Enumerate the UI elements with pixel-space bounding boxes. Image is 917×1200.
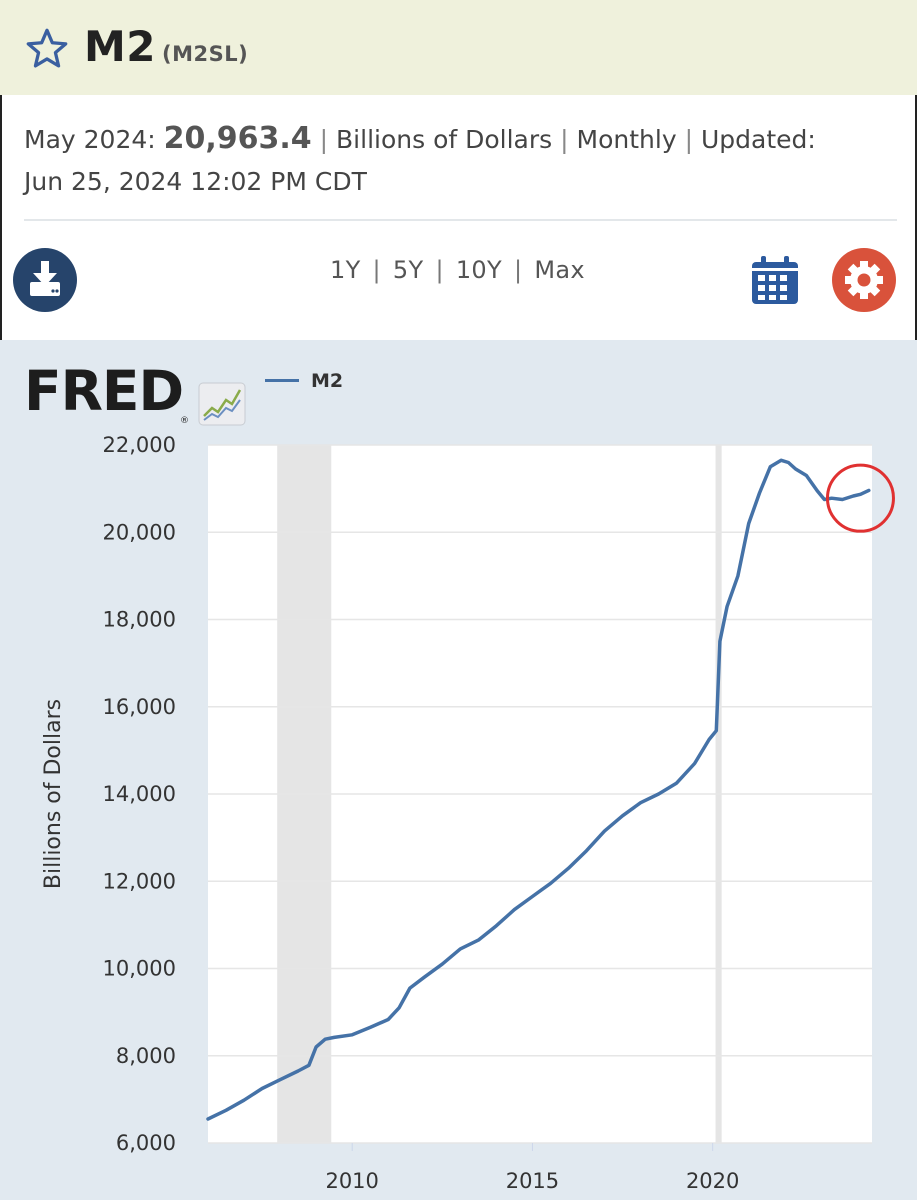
m2-line-chart: 6,000 8,000 10,000 12,000 14,000 16,000 18,000… xyxy=(41,433,895,1193)
y-tick-label: 22,000 xyxy=(103,433,176,457)
registered-mark: ® xyxy=(180,416,189,426)
x-tick-label: 2020 xyxy=(686,1169,739,1193)
units-label: Billions of Dollars xyxy=(336,125,553,154)
y-tick-label: 10,000 xyxy=(103,957,176,981)
divider xyxy=(24,219,897,221)
x-tick-label: 2010 xyxy=(325,1169,378,1193)
legend-label-m2: M2 xyxy=(311,370,344,392)
fred-graph-icon xyxy=(198,382,246,426)
x-tick-label: 2015 xyxy=(506,1169,559,1193)
highlight-circle xyxy=(825,463,895,533)
y-tick-label: 6,000 xyxy=(116,1131,176,1155)
latest-value: 20,963.4 xyxy=(163,121,312,156)
y-tick-label: 18,000 xyxy=(103,608,176,632)
series-line-m2 xyxy=(206,458,871,1121)
separator: | xyxy=(372,256,381,284)
range-10y[interactable]: 10Y xyxy=(455,256,502,284)
range-5y[interactable]: 5Y xyxy=(392,256,424,284)
separator: | xyxy=(560,125,569,154)
series-id: (M2SL) xyxy=(162,42,249,66)
separator: | xyxy=(684,125,694,154)
y-tick-label: 8,000 xyxy=(116,1044,176,1068)
date-range-selector: 1Y | 5Y | 10Y | Max xyxy=(330,256,585,284)
separator: | xyxy=(319,125,329,154)
download-icon xyxy=(30,261,60,296)
separator: | xyxy=(513,256,523,284)
separator: | xyxy=(435,256,444,284)
series-title: M2 xyxy=(84,22,157,71)
updated-timestamp: Jun 25, 2024 12:02 PM CDT xyxy=(24,167,367,196)
legend-swatch-m2 xyxy=(265,379,299,382)
y-tick-label: 20,000 xyxy=(103,520,176,544)
calendar-icon[interactable] xyxy=(750,254,800,306)
gear-icon xyxy=(845,261,883,299)
y-tick-label: 16,000 xyxy=(103,695,176,719)
chart-panel: 6,000 8,000 10,000 12,000 14,000 16,000 18,000… xyxy=(0,340,917,1200)
range-1y[interactable]: 1Y xyxy=(330,256,361,284)
series-header: M2 (M2SL) xyxy=(0,0,917,95)
download-button[interactable] xyxy=(13,248,77,312)
frequency-label: Monthly xyxy=(576,125,677,154)
y-tick-label: 12,000 xyxy=(103,869,176,893)
settings-button[interactable] xyxy=(832,248,896,312)
updated-label: Updated: xyxy=(700,125,816,154)
range-max[interactable]: Max xyxy=(534,256,585,284)
fred-logo-text: FRED xyxy=(24,359,184,423)
y-tick-label: 14,000 xyxy=(103,782,176,806)
fred-logo: FRED ® xyxy=(24,359,246,426)
y-axis-title: Billions of Dollars xyxy=(41,699,66,889)
observation-info: May 2024: 20,963.4 | Billions of Dollars… xyxy=(24,118,894,203)
star-icon[interactable] xyxy=(24,27,70,71)
period-label: May 2024: xyxy=(24,125,156,154)
